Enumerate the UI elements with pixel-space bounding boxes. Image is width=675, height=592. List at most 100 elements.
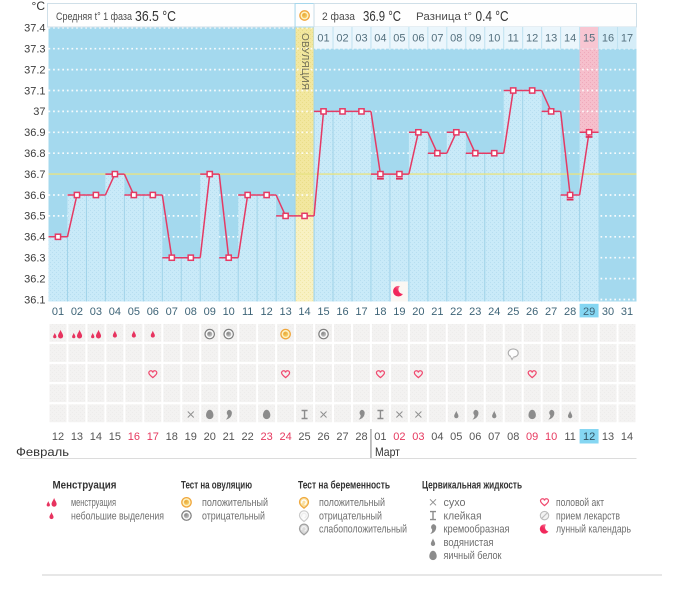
svg-text:отрицательный: отрицательный xyxy=(319,510,382,522)
svg-text:Разница t°: Разница t° xyxy=(416,11,472,23)
svg-text:18: 18 xyxy=(374,306,386,318)
svg-text:небольшие выделения: небольшие выделения xyxy=(71,510,164,522)
svg-text:03: 03 xyxy=(412,431,424,443)
svg-text:02: 02 xyxy=(336,33,348,45)
svg-text:36.5: 36.5 xyxy=(24,211,45,223)
svg-text:37.4: 37.4 xyxy=(24,23,45,35)
svg-text:25: 25 xyxy=(298,431,310,443)
svg-text:14: 14 xyxy=(298,306,310,318)
svg-text:17: 17 xyxy=(621,33,633,45)
svg-text:21: 21 xyxy=(431,306,443,318)
svg-text:06: 06 xyxy=(469,431,481,443)
svg-text:01: 01 xyxy=(52,306,64,318)
svg-text:36.9 °C: 36.9 °C xyxy=(363,8,401,25)
svg-text:08: 08 xyxy=(450,33,462,45)
svg-text:30: 30 xyxy=(602,306,614,318)
svg-text:07: 07 xyxy=(166,306,178,318)
svg-text:03: 03 xyxy=(90,306,102,318)
svg-text:06: 06 xyxy=(147,306,159,318)
svg-text:19: 19 xyxy=(185,431,197,443)
svg-text:17: 17 xyxy=(147,431,159,443)
svg-text:04: 04 xyxy=(431,431,443,443)
svg-text:36.1: 36.1 xyxy=(24,294,45,306)
svg-text:36.7: 36.7 xyxy=(24,169,45,181)
svg-text:05: 05 xyxy=(393,33,405,45)
svg-text:13: 13 xyxy=(279,306,291,318)
svg-text:01: 01 xyxy=(317,33,329,45)
svg-text:слабоположительный: слабоположительный xyxy=(319,524,407,536)
svg-text:12: 12 xyxy=(261,306,273,318)
svg-text:22: 22 xyxy=(450,306,462,318)
svg-text:09: 09 xyxy=(469,33,481,45)
svg-text:12: 12 xyxy=(583,431,595,443)
svg-text:16: 16 xyxy=(602,33,614,45)
svg-text:26: 26 xyxy=(526,306,538,318)
svg-text:36.4: 36.4 xyxy=(24,232,45,244)
svg-text:клейкая: клейкая xyxy=(444,510,482,522)
svg-text:24: 24 xyxy=(279,431,291,443)
svg-text:23: 23 xyxy=(469,306,481,318)
svg-text:27: 27 xyxy=(336,431,348,443)
svg-text:29: 29 xyxy=(583,306,595,318)
svg-text:13: 13 xyxy=(545,33,557,45)
svg-text:14: 14 xyxy=(564,33,576,45)
svg-text:Февраль: Февраль xyxy=(16,445,69,459)
svg-text:06: 06 xyxy=(412,33,424,45)
svg-text:36.9: 36.9 xyxy=(24,127,45,139)
svg-text:Менструация: Менструация xyxy=(53,480,117,492)
svg-text:14: 14 xyxy=(621,431,633,443)
svg-text:08: 08 xyxy=(185,306,197,318)
svg-text:положительный: положительный xyxy=(202,497,268,509)
svg-text:09: 09 xyxy=(204,306,216,318)
svg-text:сухо: сухо xyxy=(444,497,466,509)
svg-text:10: 10 xyxy=(223,306,235,318)
svg-text:13: 13 xyxy=(71,431,83,443)
svg-text:09: 09 xyxy=(526,431,538,443)
svg-text:12: 12 xyxy=(52,431,64,443)
svg-text:Тест на овуляцию: Тест на овуляцию xyxy=(181,480,252,492)
svg-text:11: 11 xyxy=(564,431,575,443)
svg-text:11: 11 xyxy=(242,306,253,318)
svg-text:Средняя t° 1 фаза: Средняя t° 1 фаза xyxy=(56,11,133,23)
svg-text:положительный: положительный xyxy=(319,497,385,509)
svg-text:Тест на беременность: Тест на беременность xyxy=(298,480,390,492)
svg-text:отрицательный: отрицательный xyxy=(202,510,265,522)
svg-text:11: 11 xyxy=(507,33,518,45)
svg-text:02: 02 xyxy=(393,431,405,443)
svg-text:15: 15 xyxy=(583,33,595,45)
svg-text:10: 10 xyxy=(488,33,500,45)
svg-text:19: 19 xyxy=(393,306,405,318)
svg-text:16: 16 xyxy=(336,306,348,318)
svg-text:яичный белок: яичный белок xyxy=(444,550,502,562)
svg-text:36.5 °C: 36.5 °C xyxy=(135,8,176,25)
svg-text:24: 24 xyxy=(488,306,500,318)
svg-text:°C: °C xyxy=(32,0,46,13)
svg-text:07: 07 xyxy=(488,431,500,443)
svg-text:2 фаза: 2 фаза xyxy=(322,11,356,23)
svg-text:28: 28 xyxy=(355,431,367,443)
svg-text:21: 21 xyxy=(223,431,235,443)
svg-text:36.2: 36.2 xyxy=(24,273,45,285)
svg-text:15: 15 xyxy=(317,306,329,318)
svg-text:водянистая: водянистая xyxy=(444,537,494,549)
svg-text:25: 25 xyxy=(507,306,519,318)
svg-text:22: 22 xyxy=(242,431,254,443)
svg-text:37.3: 37.3 xyxy=(24,44,45,56)
svg-text:Март: Март xyxy=(375,445,400,459)
svg-text:37.1: 37.1 xyxy=(24,85,45,97)
svg-text:прием лекарств: прием лекарств xyxy=(556,510,620,522)
svg-text:37.2: 37.2 xyxy=(24,64,45,76)
svg-text:Цервикальная жидкость: Цервикальная жидкость xyxy=(422,480,522,492)
svg-text:26: 26 xyxy=(317,431,329,443)
svg-text:ОВУЛЯЦИЯ: ОВУЛЯЦИЯ xyxy=(299,33,310,90)
svg-text:10: 10 xyxy=(545,431,557,443)
svg-text:12: 12 xyxy=(526,33,538,45)
svg-text:04: 04 xyxy=(374,33,386,45)
svg-text:кремообразная: кремообразная xyxy=(444,524,510,536)
svg-text:16: 16 xyxy=(128,431,140,443)
svg-text:03: 03 xyxy=(355,33,367,45)
svg-text:14: 14 xyxy=(90,431,102,443)
svg-text:15: 15 xyxy=(109,431,121,443)
svg-text:37: 37 xyxy=(33,106,45,118)
svg-text:13: 13 xyxy=(602,431,614,443)
